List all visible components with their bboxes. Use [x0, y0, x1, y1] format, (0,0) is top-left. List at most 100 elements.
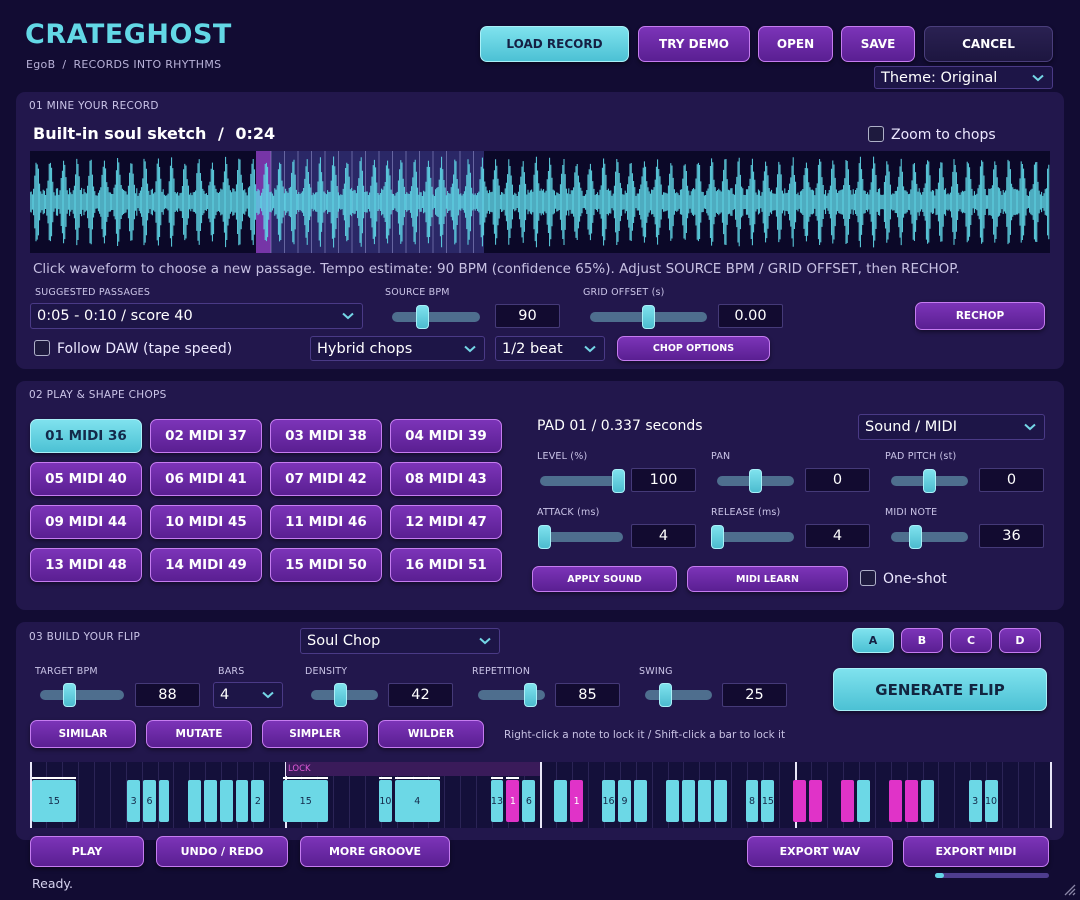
grid-offset-value[interactable]: 0.00	[718, 304, 783, 328]
density-slider[interactable]	[311, 682, 378, 708]
pad-button[interactable]: 09 MIDI 44	[30, 505, 142, 539]
bars-select[interactable]: 4	[213, 682, 283, 708]
step-note[interactable]: 10	[984, 780, 998, 822]
step-note[interactable]: 15	[283, 777, 329, 822]
step-note[interactable]	[888, 780, 902, 822]
variation-a-button[interactable]: A	[852, 628, 894, 653]
source-bpm-value[interactable]: 90	[495, 304, 560, 328]
simpler-button[interactable]: SIMPLER	[262, 720, 368, 748]
step-note[interactable]: 9	[618, 780, 631, 822]
slider-knob[interactable]	[538, 525, 551, 549]
step-note[interactable]	[809, 780, 823, 822]
step-note[interactable]: 10	[378, 777, 392, 822]
pad-button[interactable]: 03 MIDI 38	[270, 419, 382, 453]
pad-button[interactable]: 01 MIDI 36	[30, 419, 142, 453]
step-note[interactable]	[235, 780, 249, 822]
step-note[interactable]	[857, 780, 870, 822]
pan-value[interactable]: 0	[805, 468, 870, 492]
pad-pitch-slider[interactable]	[891, 468, 968, 494]
slider-knob[interactable]	[523, 683, 537, 707]
save-button[interactable]: SAVE	[841, 26, 915, 62]
pad-pitch-value[interactable]: 0	[979, 468, 1044, 492]
generate-flip-button[interactable]: GENERATE FLIP	[833, 668, 1047, 711]
slider-knob[interactable]	[749, 469, 762, 493]
grid-offset-slider[interactable]	[590, 304, 707, 330]
step-note[interactable]: 8	[745, 780, 759, 822]
resize-grip-icon[interactable]	[1062, 882, 1076, 896]
attack-slider[interactable]	[538, 524, 623, 550]
load-record-button[interactable]: LOAD RECORD	[480, 26, 629, 62]
step-note[interactable]	[554, 780, 568, 822]
step-note[interactable]	[681, 780, 695, 822]
step-note[interactable]	[633, 780, 647, 822]
source-bpm-slider[interactable]	[392, 304, 480, 330]
slider-knob[interactable]	[923, 469, 936, 493]
export-wav-button[interactable]: EXPORT WAV	[747, 836, 893, 867]
slider-knob[interactable]	[908, 525, 922, 549]
step-note[interactable]: 6	[143, 780, 156, 822]
play-button[interactable]: PLAY	[30, 836, 144, 867]
apply-sound-button[interactable]: APPLY SOUND	[532, 566, 677, 592]
slider-knob[interactable]	[333, 683, 347, 707]
step-note[interactable]: 13	[490, 777, 504, 822]
follow-daw-checkbox[interactable]	[34, 340, 50, 356]
slider-knob[interactable]	[658, 683, 672, 707]
try-demo-button[interactable]: TRY DEMO	[638, 26, 750, 62]
release-value[interactable]: 4	[805, 524, 870, 548]
step-note[interactable]	[904, 780, 918, 822]
chop-options-button[interactable]: CHOP OPTIONS	[617, 336, 770, 361]
lock-region[interactable]	[286, 762, 540, 776]
variation-d-button[interactable]: D	[999, 628, 1041, 653]
step-note[interactable]: 2	[251, 780, 265, 822]
pad-button[interactable]: 02 MIDI 37	[150, 419, 262, 453]
pad-button[interactable]: 12 MIDI 47	[390, 505, 502, 539]
step-note[interactable]: 15	[31, 777, 77, 822]
pad-button[interactable]: 10 MIDI 45	[150, 505, 262, 539]
chop-division-select[interactable]: 1/2 beat	[495, 336, 605, 361]
rechop-button[interactable]: RECHOP	[915, 302, 1045, 330]
slider-knob[interactable]	[612, 469, 625, 493]
step-note[interactable]: 16	[602, 780, 615, 822]
step-note[interactable]: 3	[127, 780, 141, 822]
chop-mode-select[interactable]: Hybrid chops	[310, 336, 485, 361]
output-select[interactable]: Sound / MIDI	[858, 414, 1045, 440]
step-note[interactable]	[841, 780, 855, 822]
midi-note-value[interactable]: 36	[979, 524, 1044, 548]
theme-select[interactable]: Theme: Original	[874, 66, 1053, 89]
step-sequencer[interactable]: LOCK 15 3 6 2 15 10 4 13 1 6 1 16 9 8 15 3 10	[30, 762, 1052, 828]
wilder-button[interactable]: WILDER	[378, 720, 484, 748]
cancel-button[interactable]: CANCEL	[924, 26, 1053, 62]
waveform[interactable]	[30, 151, 1050, 253]
step-note[interactable]: 6	[522, 780, 536, 822]
level-value[interactable]: 100	[631, 468, 696, 492]
release-slider[interactable]	[711, 524, 794, 550]
zoom-to-chops-checkbox[interactable]	[868, 126, 884, 142]
mutate-button[interactable]: MUTATE	[146, 720, 252, 748]
pad-button[interactable]: 11 MIDI 46	[270, 505, 382, 539]
step-note[interactable]	[665, 780, 679, 822]
style-select[interactable]: Soul Chop	[300, 628, 500, 654]
step-note[interactable]	[187, 780, 201, 822]
repetition-value[interactable]: 85	[555, 683, 620, 707]
step-note[interactable]: 4	[394, 777, 440, 822]
slider-knob[interactable]	[642, 305, 655, 329]
export-midi-button[interactable]: EXPORT MIDI	[903, 836, 1049, 867]
undo-redo-button[interactable]: UNDO / REDO	[156, 836, 288, 867]
step-note[interactable]: 3	[968, 780, 982, 822]
slider-knob[interactable]	[416, 305, 429, 329]
repetition-slider[interactable]	[478, 682, 545, 708]
step-note[interactable]: 1	[570, 780, 584, 822]
swing-value[interactable]: 25	[722, 683, 787, 707]
step-note[interactable]	[920, 780, 934, 822]
pad-button[interactable]: 06 MIDI 41	[150, 462, 262, 496]
step-note[interactable]	[697, 780, 711, 822]
pad-button[interactable]: 14 MIDI 49	[150, 548, 262, 582]
pad-button[interactable]: 16 MIDI 51	[390, 548, 502, 582]
pan-slider[interactable]	[717, 468, 794, 494]
attack-value[interactable]: 4	[631, 524, 696, 548]
slider-knob[interactable]	[711, 525, 724, 549]
midi-learn-button[interactable]: MIDI LEARN	[687, 566, 848, 592]
pad-button[interactable]: 05 MIDI 40	[30, 462, 142, 496]
pad-button[interactable]: 04 MIDI 39	[390, 419, 502, 453]
more-groove-button[interactable]: MORE GROOVE	[300, 836, 450, 867]
